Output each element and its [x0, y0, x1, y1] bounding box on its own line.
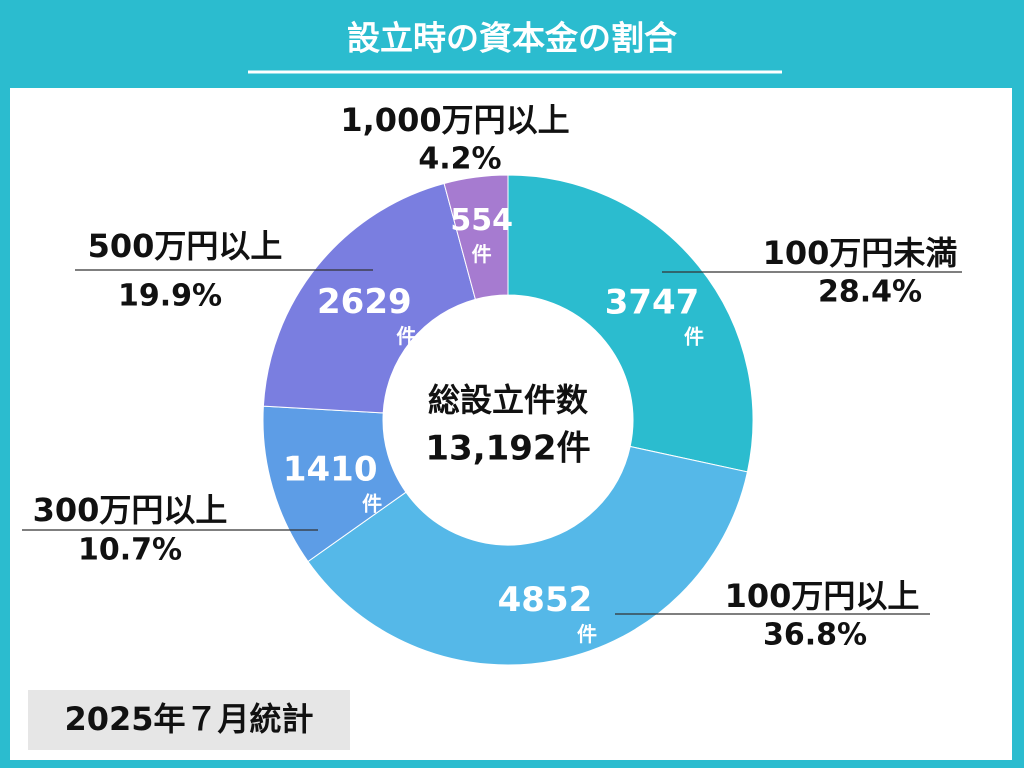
category-label: 1,000万円以上 — [340, 101, 569, 139]
center-title: 総設立件数 — [428, 381, 589, 419]
percent-label: 36.8% — [763, 618, 867, 653]
category-label: 300万円以上 — [33, 491, 228, 529]
count-unit: 件 — [362, 492, 382, 516]
count-unit: 件 — [684, 324, 704, 348]
donut-segment — [507, 174, 754, 473]
category-label: 500万円以上 — [88, 227, 283, 265]
chart-title: 設立時の資本金の割合 — [347, 19, 677, 58]
footnote-box — [28, 690, 350, 750]
percent-label: 19.9% — [118, 279, 222, 314]
category-label: 100万円未満 — [763, 234, 958, 272]
count-label: 554 — [450, 203, 513, 238]
category-label: 100万円以上 — [725, 577, 920, 615]
count-unit: 件 — [396, 324, 416, 348]
count-label: 3747 — [605, 282, 700, 322]
donut-segment — [307, 445, 749, 666]
percent-label: 10.7% — [78, 533, 182, 568]
count-label: 1410 — [283, 450, 378, 490]
center-value: 13,192件 — [425, 429, 590, 469]
count-unit: 件 — [472, 242, 492, 266]
count-label: 4852 — [498, 580, 593, 620]
count-label: 2629 — [317, 282, 412, 322]
donut-segment — [262, 182, 477, 414]
percent-label: 4.2% — [418, 142, 501, 177]
percent-label: 28.4% — [818, 275, 922, 310]
footnote: 2025年７月統計 — [64, 700, 313, 738]
donut-segment — [443, 174, 509, 300]
count-unit: 件 — [577, 622, 597, 646]
